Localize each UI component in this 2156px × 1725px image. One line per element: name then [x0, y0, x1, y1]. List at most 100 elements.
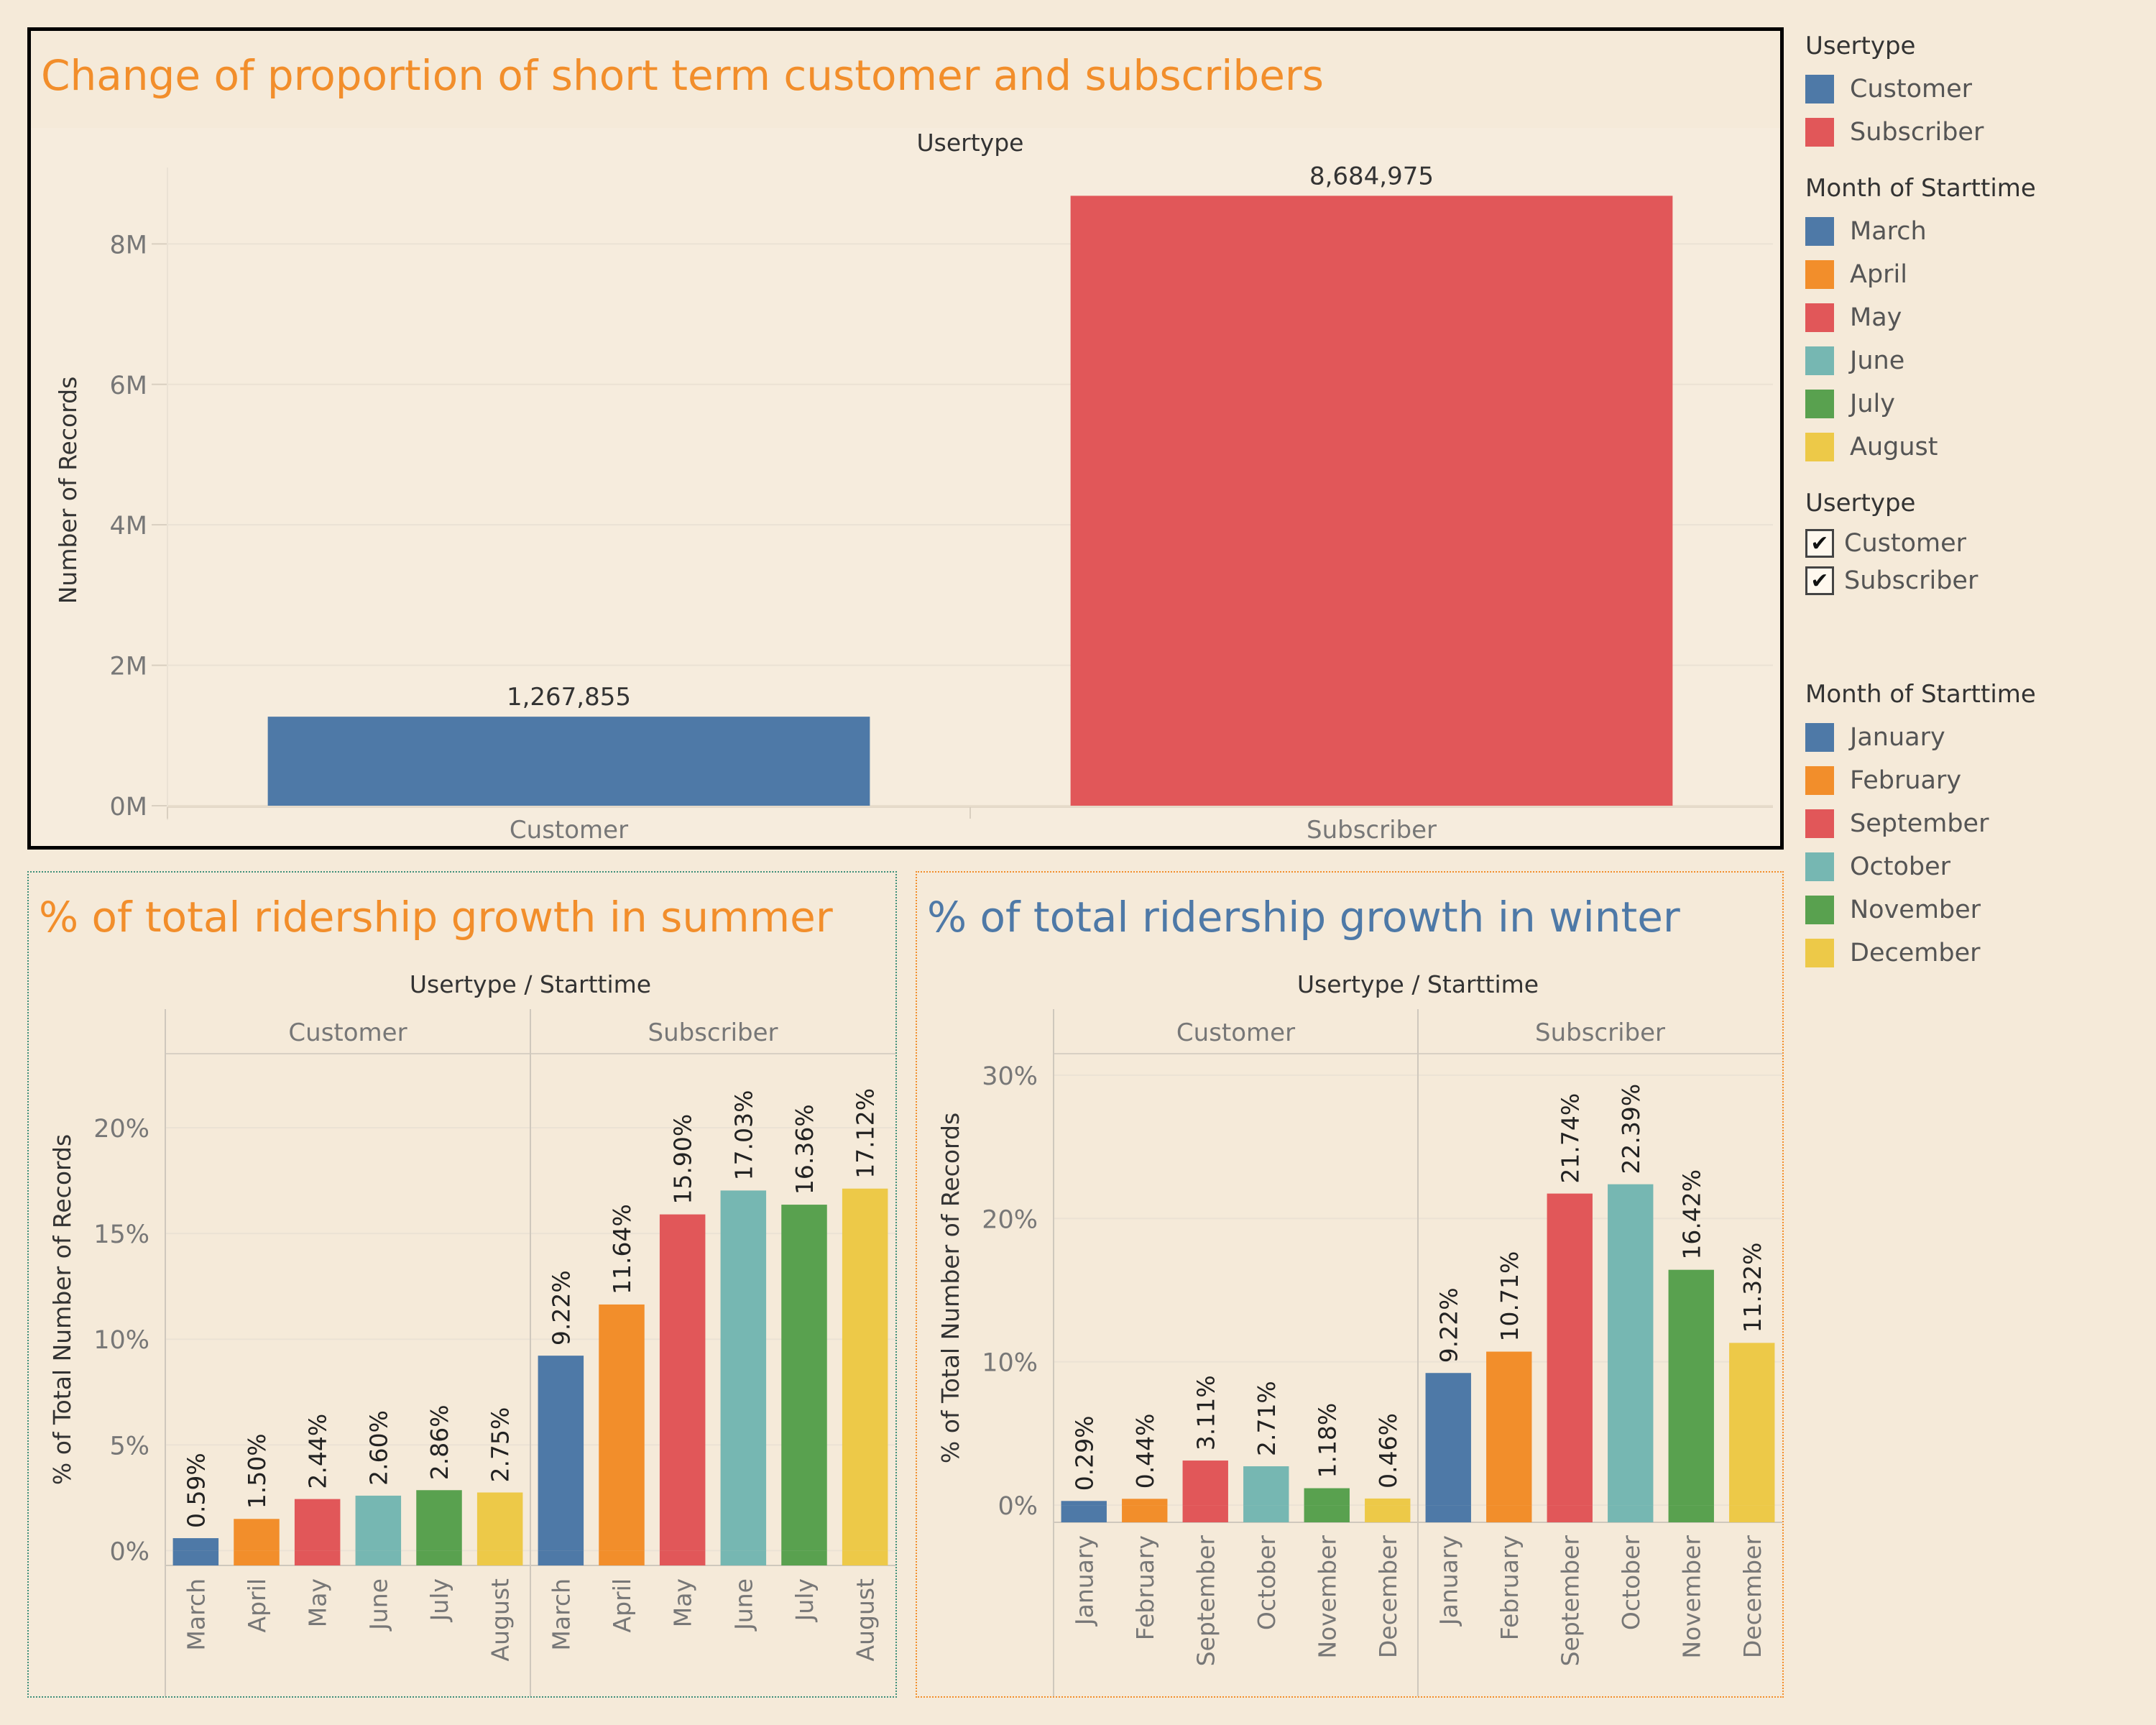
bar-march	[172, 1538, 219, 1551]
bar-base	[781, 1550, 827, 1565]
legend-item-august[interactable]: August	[1805, 426, 2036, 469]
legend-swatch	[1805, 260, 1834, 289]
legend-swatch	[1805, 896, 1834, 924]
x-month-label: August	[852, 1578, 880, 1662]
legend-label: March	[1850, 217, 1927, 246]
legend-label: Subscriber	[1850, 118, 1984, 147]
bar-base	[1061, 1505, 1107, 1522]
data-label: 10.71%	[1496, 1251, 1524, 1342]
x-month-label: July	[425, 1578, 453, 1622]
data-label: 16.36%	[791, 1104, 819, 1195]
legend-item-december[interactable]: December	[1805, 932, 2036, 975]
legend-label: July	[1850, 390, 1895, 418]
bar-base	[1122, 1505, 1168, 1522]
y-axis-label: Number of Records	[54, 377, 82, 604]
bar-base	[842, 1550, 888, 1565]
bar-february	[1122, 1499, 1168, 1506]
legend-item-january[interactable]: January	[1805, 716, 2036, 759]
y-tick-label: 8M	[110, 231, 147, 259]
bar-base	[659, 1550, 706, 1565]
bar-august	[842, 1188, 888, 1551]
y-tick-label: 6M	[110, 372, 147, 400]
x-month-label: September	[1192, 1535, 1220, 1667]
x-month-label: October	[1253, 1535, 1281, 1630]
x-month-label: January	[1070, 1535, 1098, 1627]
legend-swatch	[1805, 809, 1834, 838]
y-tick-label: 5%	[109, 1432, 149, 1460]
bar-base	[476, 1550, 523, 1565]
legend-item-subscriber[interactable]: Subscriber	[1805, 111, 1984, 154]
y-tick-label: 0%	[109, 1537, 149, 1566]
bar-october	[1243, 1466, 1289, 1506]
y-tick-label: 20%	[93, 1115, 149, 1144]
legend-item-february[interactable]: February	[1805, 759, 2036, 802]
data-label: 9.22%	[1434, 1287, 1462, 1363]
column-header: Usertype / Starttime	[1297, 970, 1539, 998]
bar-base	[1486, 1505, 1532, 1522]
x-month-label: November	[1677, 1535, 1705, 1659]
legend-swatch	[1805, 723, 1834, 752]
filter-option-subscriber[interactable]: ✔ Subscriber	[1805, 562, 1978, 599]
filter-checkbox[interactable]: ✔	[1805, 566, 1834, 595]
y-tick-label: 10%	[93, 1326, 149, 1355]
legend-item-april[interactable]: April	[1805, 253, 2036, 296]
data-label: 2.44%	[304, 1414, 332, 1489]
data-label: 0.29%	[1070, 1415, 1098, 1491]
legend-item-july[interactable]: July	[1805, 382, 2036, 426]
legend-item-june[interactable]: June	[1805, 339, 2036, 382]
legend-swatch	[1805, 852, 1834, 881]
data-label: 2.60%	[364, 1410, 392, 1486]
legend-label: Customer	[1850, 75, 1973, 104]
bar-october	[1608, 1184, 1654, 1506]
winter-chart-panel: % of total ridership growth in winter Us…	[916, 871, 1784, 1698]
bar-subscriber	[1070, 196, 1673, 806]
data-label: 11.32%	[1738, 1243, 1766, 1333]
data-label: 0.44%	[1131, 1413, 1159, 1489]
data-label: 0.46%	[1374, 1413, 1402, 1489]
x-month-label: January	[1434, 1535, 1462, 1627]
legend-swatch	[1805, 766, 1834, 795]
bar-base	[1668, 1505, 1714, 1522]
bar-base	[1365, 1505, 1411, 1522]
bar-april	[599, 1304, 645, 1551]
legend-label: January	[1850, 723, 1945, 752]
data-label: 17.12%	[852, 1088, 880, 1179]
bar-base	[416, 1550, 462, 1565]
data-label: 15.90%	[669, 1114, 697, 1205]
filter-option-customer[interactable]: ✔ Customer	[1805, 525, 1978, 562]
bar-november	[1668, 1269, 1714, 1506]
usertype-chart-title: Change of proportion of short term custo…	[41, 51, 1324, 100]
data-label: 1.50%	[243, 1433, 271, 1509]
x-month-label: April	[608, 1578, 636, 1632]
legend-item-september[interactable]: September	[1805, 802, 2036, 845]
bar-base	[234, 1550, 280, 1565]
data-label: 1,267,855	[507, 683, 631, 712]
data-label: 3.11%	[1192, 1375, 1220, 1450]
x-month-label: September	[1556, 1535, 1584, 1667]
legend-item-october[interactable]: October	[1805, 845, 2036, 888]
summer-chart-panel: % of total ridership growth in summer Us…	[27, 871, 897, 1698]
legend-item-may[interactable]: May	[1805, 296, 2036, 339]
bar-july	[416, 1490, 462, 1551]
data-label: 1.18%	[1313, 1403, 1341, 1478]
legend-label: May	[1850, 303, 1902, 332]
bar-april	[234, 1519, 280, 1551]
legend-label: April	[1850, 260, 1907, 289]
data-label: 9.22%	[547, 1270, 575, 1346]
legend-item-customer[interactable]: Customer	[1805, 68, 1984, 111]
data-label: 11.64%	[608, 1204, 636, 1294]
bar-march	[538, 1356, 584, 1551]
bar-base	[1547, 1505, 1593, 1522]
pane-header-customer: Customer	[288, 1018, 407, 1047]
bar-base	[172, 1550, 219, 1565]
data-label: 17.03%	[729, 1090, 757, 1181]
bar-february	[1486, 1351, 1532, 1506]
filter-checkbox[interactable]: ✔	[1805, 529, 1834, 558]
x-month-label: December	[1738, 1535, 1766, 1659]
legend-label: September	[1850, 809, 1989, 838]
legend-item-march[interactable]: March	[1805, 210, 2036, 253]
x-month-label: April	[243, 1578, 271, 1632]
data-label: 22.39%	[1617, 1084, 1645, 1174]
summer-chart-title: % of total ridership growth in summer	[39, 893, 833, 942]
legend-item-november[interactable]: November	[1805, 888, 2036, 932]
